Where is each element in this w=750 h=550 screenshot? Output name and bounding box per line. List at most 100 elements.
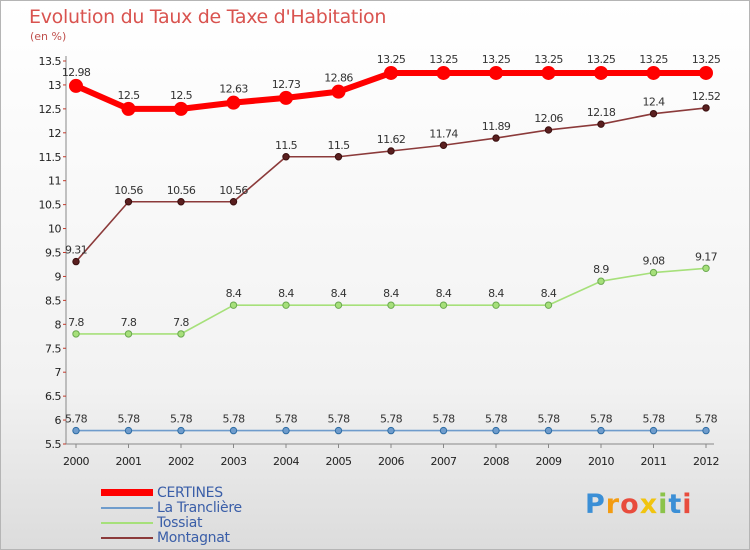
data-point	[649, 426, 658, 435]
data-label: 7.8	[121, 316, 137, 329]
x-tick-label: 2012	[693, 455, 719, 468]
data-point	[282, 301, 290, 309]
x-tick-label: 2009	[536, 455, 562, 468]
legend-item-tossiat: Tossiat	[101, 515, 242, 531]
data-label: 12.63	[219, 83, 248, 96]
data-label: 8.9	[593, 263, 609, 276]
data-label: 7.8	[68, 316, 84, 329]
logo-letter: i	[682, 489, 693, 520]
x-tick-label: 2007	[431, 455, 457, 468]
data-point	[492, 301, 500, 309]
chart-subtitle: (en %)	[30, 30, 67, 43]
data-point	[702, 264, 710, 272]
data-point	[334, 426, 343, 435]
logo-letter: o	[620, 489, 640, 520]
y-tick-label: 12	[48, 127, 61, 140]
data-point	[121, 101, 136, 116]
y-tick-label: 11.5	[39, 151, 62, 164]
data-point	[229, 301, 238, 309]
data-point	[384, 65, 398, 80]
y-tick-label: 6	[55, 414, 62, 427]
data-point	[649, 268, 658, 277]
data-point	[492, 134, 500, 142]
data-label: 7.8	[173, 316, 189, 329]
x-tick-label: 2003	[221, 455, 247, 468]
data-label: 5.78	[170, 413, 193, 426]
data-point	[646, 65, 661, 80]
data-point	[334, 301, 343, 309]
data-point	[699, 65, 713, 80]
legend-swatch-montagnat	[101, 536, 153, 539]
data-point	[597, 120, 605, 128]
data-label: 5.78	[275, 413, 298, 426]
data-label: 8.4	[436, 287, 452, 300]
logo-letter: i	[658, 489, 669, 520]
x-tick-label: 2006	[378, 455, 404, 468]
logo-letter: x	[639, 489, 659, 520]
data-label: 9.31	[65, 244, 87, 257]
data-label: 5.78	[432, 413, 455, 426]
x-tick-label: 2010	[588, 455, 614, 468]
data-point	[229, 426, 238, 435]
y-tick-label: 8.5	[45, 294, 61, 307]
y-tick-label: 9	[55, 270, 62, 283]
data-point	[439, 141, 448, 149]
data-label: 11.89	[482, 120, 511, 133]
x-tick-label: 2011	[641, 455, 667, 468]
data-point	[229, 198, 238, 206]
data-label: 5.78	[590, 413, 613, 426]
data-point	[702, 426, 710, 435]
data-label: 8.4	[541, 287, 557, 300]
logo-letter: t	[668, 489, 683, 520]
data-label: 13.25	[639, 53, 668, 66]
y-tick-label: 8	[55, 318, 62, 331]
data-point	[597, 277, 605, 285]
data-label: 12.18	[587, 106, 616, 119]
data-point	[69, 78, 83, 93]
data-point	[124, 330, 133, 338]
data-point	[124, 426, 133, 435]
y-tick-label: 11	[48, 175, 61, 188]
data-label: 13.25	[534, 53, 563, 66]
data-point	[331, 84, 346, 99]
data-label: 5.78	[65, 413, 88, 426]
data-label: 12.86	[324, 72, 353, 85]
data-label: 8.4	[383, 287, 399, 300]
legend-swatch-certines	[101, 489, 153, 496]
y-tick-label: 13	[48, 79, 61, 92]
legend-label-certines: CERTINES	[157, 484, 223, 501]
y-tick-label: 7.5	[45, 342, 61, 355]
data-point	[544, 426, 553, 435]
data-point	[72, 330, 80, 338]
data-label: 8.4	[331, 287, 347, 300]
data-label: 13.25	[692, 53, 721, 66]
data-point	[387, 147, 395, 155]
data-point	[177, 426, 185, 435]
data-label: 9.08	[642, 255, 665, 268]
x-tick-label: 2004	[273, 455, 299, 468]
data-point	[702, 104, 710, 112]
legend-item-certines: CERTINES	[101, 484, 242, 501]
legend-swatch-tossiat	[101, 521, 153, 524]
data-label: 12.06	[534, 112, 563, 125]
data-point	[174, 101, 188, 116]
data-label: 12.52	[692, 90, 721, 103]
data-label: 13.25	[429, 53, 458, 66]
data-point	[544, 126, 553, 134]
data-label: 10.56	[114, 184, 143, 197]
data-point	[597, 426, 605, 435]
legend-label-la-tranchiere: La Tranclière	[157, 499, 242, 516]
data-point	[72, 426, 80, 435]
data-point	[387, 426, 395, 435]
data-point	[439, 426, 448, 435]
data-point	[594, 65, 608, 80]
data-point	[436, 65, 451, 80]
proxiti-logo: Proxiti	[585, 489, 693, 520]
data-point	[387, 301, 395, 309]
data-label: 13.25	[377, 53, 406, 66]
x-tick-label: 2005	[326, 455, 352, 468]
data-label: 10.56	[167, 184, 196, 197]
y-tick-label: 12.5	[39, 103, 62, 116]
